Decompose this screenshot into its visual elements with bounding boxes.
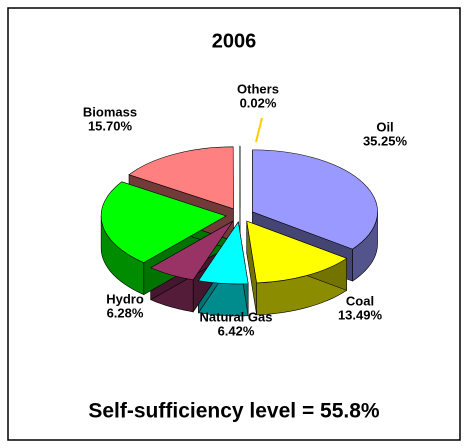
tops (100, 145, 378, 285)
slice (128, 146, 234, 210)
slice (252, 149, 378, 250)
slice-value-label: 0.02% (240, 95, 277, 110)
slice-value-label: 13.49% (338, 307, 383, 322)
footer: Self-sufficiency level = 55.8% (88, 400, 380, 423)
slice-label: Hydro (106, 291, 144, 306)
frame (7, 7, 461, 441)
slice (150, 220, 234, 281)
slice-label: Oil (376, 119, 393, 134)
slice-label: Biomass (83, 104, 137, 119)
slice (100, 181, 227, 263)
slice-label: Others (237, 81, 279, 96)
slice-value-label: 35.25% (363, 133, 408, 148)
slice (197, 221, 249, 285)
slice (246, 220, 348, 284)
chart-title: 2006 (212, 30, 257, 52)
slice-value-label: 6.42% (218, 323, 255, 338)
slice-value-label: 6.28% (107, 305, 144, 320)
slice-label: Natural Gas (200, 309, 273, 324)
others-arrow (255, 117, 263, 143)
slice-value-label: 15.70% (88, 118, 133, 133)
slice-label: Coal (346, 293, 374, 308)
